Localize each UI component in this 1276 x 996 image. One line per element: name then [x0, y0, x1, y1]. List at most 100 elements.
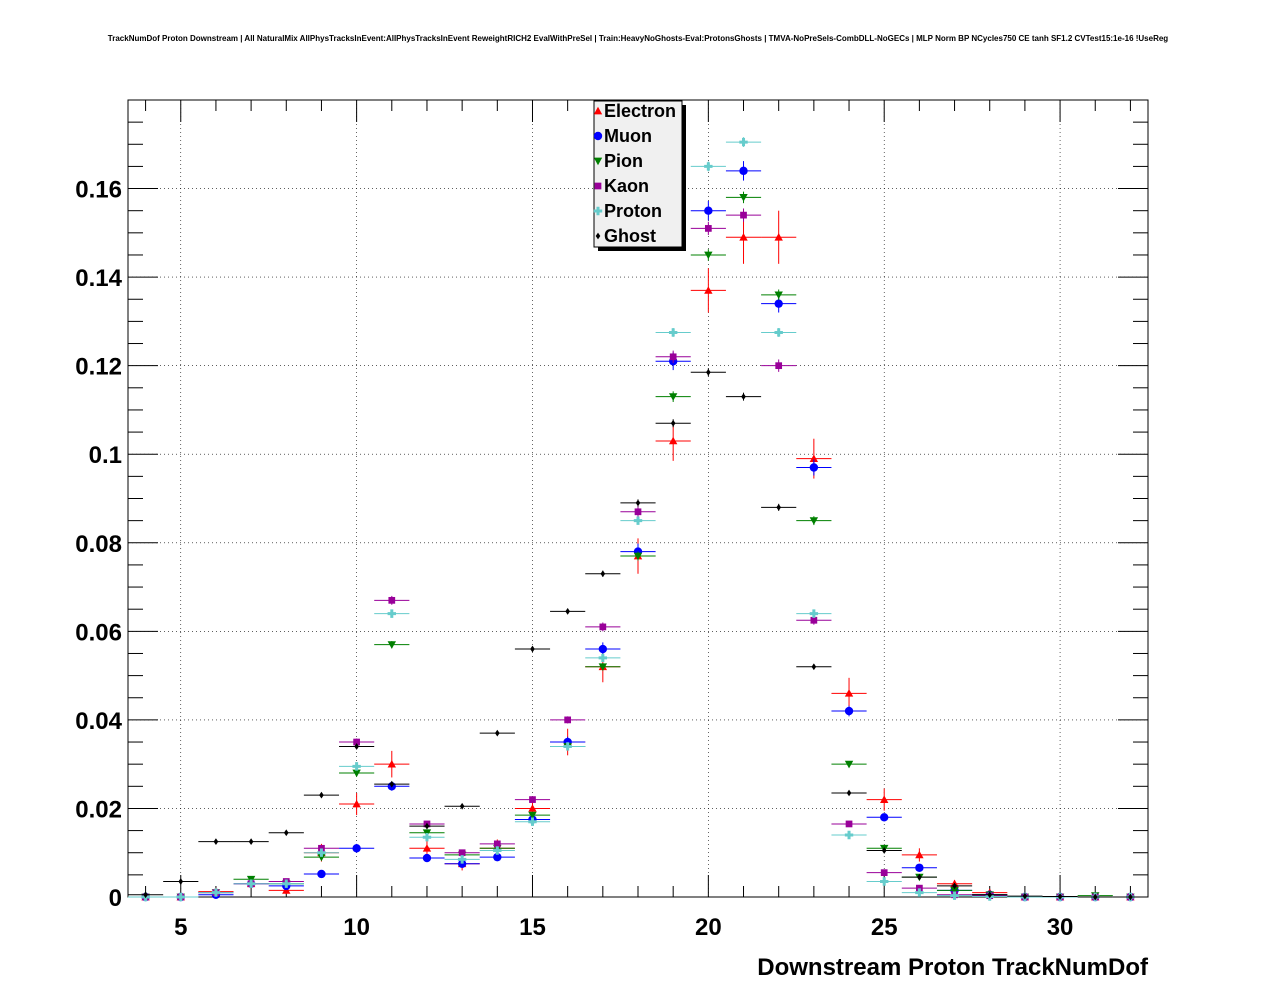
data-point	[669, 353, 677, 361]
data-point	[844, 760, 854, 769]
x-tick-label: 25	[871, 914, 898, 941]
data-point	[880, 795, 889, 803]
data-point	[706, 368, 711, 376]
data-point	[493, 852, 502, 862]
data-point	[1128, 893, 1133, 901]
legend-marker	[595, 232, 601, 240]
data-point	[211, 888, 221, 897]
series-proton	[128, 137, 1148, 902]
data-point	[530, 645, 535, 653]
data-point	[599, 623, 607, 631]
legend-marker	[593, 206, 603, 216]
data-point	[915, 850, 924, 859]
legend-label: Pion	[604, 151, 643, 171]
data-point	[529, 796, 536, 803]
data-point	[774, 328, 783, 337]
data-point	[950, 886, 959, 895]
data-point	[633, 552, 643, 561]
data-point	[317, 869, 326, 879]
data-point	[774, 291, 783, 300]
data-point	[811, 663, 817, 671]
legend-item-ghost: Ghost	[595, 226, 656, 246]
y-tick-label: 0.08	[75, 531, 122, 558]
chart-title: TrackNumDof Proton Downstream | All Natu…	[107, 34, 1169, 43]
y-tick-label: 0.04	[75, 708, 122, 735]
data-point	[283, 829, 289, 837]
data-point	[282, 879, 291, 888]
series-ghost	[128, 368, 1148, 901]
data-point	[528, 804, 537, 812]
data-point	[809, 609, 819, 618]
data-point	[457, 859, 467, 868]
data-point	[422, 833, 432, 842]
x-tick-label: 20	[695, 914, 722, 941]
x-tick-label: 10	[343, 914, 370, 941]
data-point	[880, 813, 889, 822]
data-point	[248, 838, 254, 846]
legend-item-muon: Muon	[593, 126, 652, 146]
data-point	[213, 838, 219, 846]
data-point	[740, 211, 747, 219]
data-point	[598, 663, 608, 671]
data-point	[704, 206, 713, 215]
data-point	[668, 436, 678, 445]
legend-item-proton: Proton	[593, 201, 662, 221]
y-tick-label: 0.12	[75, 354, 122, 381]
data-point	[704, 251, 713, 260]
data-point	[246, 879, 256, 888]
data-point	[668, 393, 678, 401]
data-point	[1057, 893, 1063, 900]
x-tick-label: 30	[1047, 914, 1074, 941]
data-point	[846, 789, 852, 797]
legend-marker	[593, 157, 603, 166]
data-point	[917, 873, 922, 881]
data-point	[739, 233, 748, 241]
data-point	[741, 393, 746, 401]
data-point	[317, 853, 326, 862]
data-point	[810, 616, 818, 624]
data-point	[952, 882, 957, 890]
data-point	[457, 855, 467, 864]
data-point	[352, 799, 361, 808]
x-tick-label: 15	[519, 914, 546, 941]
data-point	[143, 891, 148, 899]
data-point	[915, 863, 924, 872]
data-point	[318, 844, 325, 852]
x-tick-label: 5	[174, 914, 187, 941]
data-point	[600, 570, 606, 578]
plot-area	[128, 137, 1148, 902]
data-point	[880, 877, 889, 886]
data-point	[809, 517, 819, 525]
data-point	[987, 891, 993, 899]
data-point	[739, 166, 748, 176]
y-tick-label: 0.1	[89, 442, 122, 469]
legend-box	[593, 100, 683, 248]
y-tick-label: 0.14	[75, 265, 122, 292]
data-point	[880, 869, 888, 877]
data-point	[950, 891, 959, 900]
data-point	[1022, 892, 1028, 900]
legend-label: Electron	[604, 101, 676, 121]
legend-label: Ghost	[604, 226, 656, 246]
data-point	[176, 892, 185, 902]
data-point	[809, 463, 819, 472]
data-point	[916, 884, 923, 892]
data-point	[495, 729, 500, 737]
data-point	[739, 194, 748, 202]
data-point	[178, 878, 184, 885]
data-point	[528, 811, 537, 820]
x-axis-title: Downstream Proton TrackNumDof	[757, 954, 1149, 981]
data-point	[635, 499, 641, 507]
data-point	[389, 780, 395, 788]
legend-label: Proton	[604, 201, 662, 221]
legend-marker	[594, 182, 602, 190]
data-point	[352, 769, 361, 778]
data-point	[422, 853, 432, 863]
y-tick-label: 0.02	[75, 796, 122, 823]
data-point	[388, 596, 396, 604]
data-point	[353, 738, 360, 746]
data-point	[670, 419, 676, 427]
data-point	[739, 137, 748, 147]
data-point	[354, 743, 359, 750]
